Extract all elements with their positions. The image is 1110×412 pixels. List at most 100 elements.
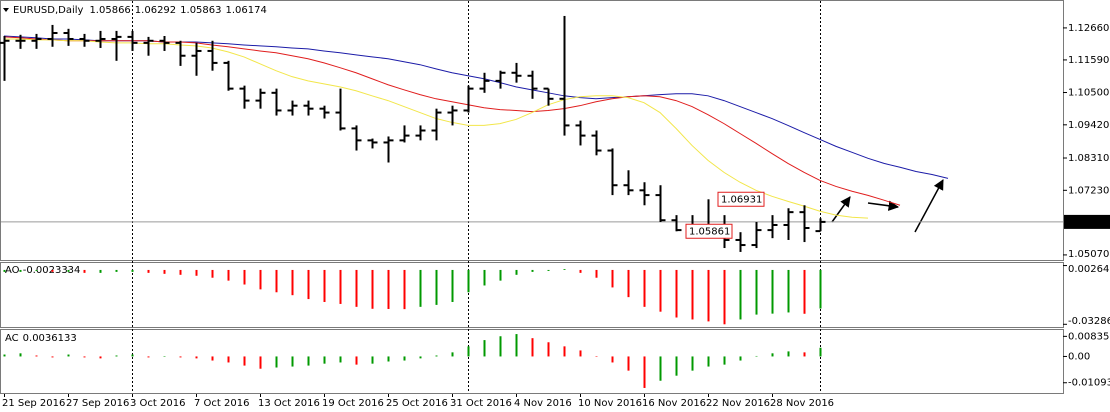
y-tick-label: 0.00 — [1068, 351, 1090, 362]
histogram-bar — [371, 356, 374, 364]
histogram-bar — [387, 269, 390, 309]
histogram-bar — [707, 356, 710, 367]
last-low: 1.05863 — [180, 5, 221, 16]
histogram-bar — [147, 356, 150, 358]
histogram-bar — [579, 350, 582, 357]
histogram-bar — [403, 356, 406, 361]
current-price-box — [1064, 214, 1110, 229]
histogram-bar — [227, 356, 230, 363]
drawn-arrows — [831, 179, 944, 233]
histogram-bar — [723, 356, 726, 365]
histogram-bar — [323, 269, 326, 302]
x-tick-label: 27 Sep 2016 — [66, 398, 129, 409]
ac-last-value: 0.0036133 — [23, 333, 77, 344]
histogram-bar — [67, 269, 70, 272]
histogram-bar — [115, 355, 118, 357]
ac-header: AC 0.0036133 — [5, 333, 77, 344]
x-tick-label: 4 Nov 2016 — [514, 398, 572, 409]
y-tick-label: -0.010935 — [1068, 378, 1110, 389]
histogram-bar — [739, 356, 742, 361]
histogram-bar — [307, 269, 310, 300]
histogram-bar — [307, 356, 310, 366]
histogram-bar — [627, 356, 630, 371]
histogram-bar — [739, 269, 742, 320]
histogram-bar — [675, 269, 678, 318]
histogram-bar — [403, 269, 406, 310]
histogram-bar — [211, 269, 214, 278]
histogram-bar — [99, 356, 102, 359]
histogram-bar — [83, 356, 86, 358]
price-label-box — [717, 191, 765, 207]
arrow — [867, 200, 900, 211]
histogram-bar — [707, 269, 710, 322]
histogram-bar — [771, 353, 774, 357]
histogram-bar — [515, 269, 518, 275]
x-tick-label: 7 Oct 2016 — [194, 398, 249, 409]
histogram-bar — [819, 347, 822, 357]
histogram-bar — [483, 340, 486, 357]
x-tick-label: 28 Nov 2016 — [770, 398, 834, 409]
histogram-bar — [787, 351, 790, 357]
histogram-bar — [19, 353, 22, 357]
histogram-bar — [451, 352, 454, 357]
histogram-bar — [483, 269, 486, 286]
x-tick-label: 25 Oct 2016 — [386, 398, 448, 409]
histogram-bar — [819, 269, 822, 309]
histogram-bar — [691, 356, 694, 371]
histogram-bar — [275, 269, 278, 293]
histogram-bar — [499, 336, 502, 357]
current-price-label: 1.06174 — [1068, 217, 1109, 228]
arrow — [914, 179, 944, 233]
histogram-bar — [419, 269, 422, 307]
histogram-bar — [51, 269, 54, 272]
histogram-bar — [179, 269, 182, 275]
y-tick-label: 1.09420 — [1068, 120, 1109, 131]
histogram-bar — [339, 269, 342, 304]
x-tick-label: 13 Oct 2016 — [258, 398, 320, 409]
x-tick-label: 3 Oct 2016 — [130, 398, 185, 409]
histogram-bar — [659, 269, 662, 312]
histogram-bar — [227, 269, 230, 281]
histogram-bar — [435, 269, 438, 305]
histogram-bar — [131, 269, 134, 272]
period-separators — [132, 1, 821, 393]
y-tick-label: 1.05070 — [1068, 249, 1109, 260]
arrow — [831, 196, 851, 223]
histogram-bar — [163, 269, 166, 274]
x-tick-label: 31 Oct 2016 — [450, 398, 512, 409]
histogram-bar — [195, 356, 198, 359]
histogram-bar — [83, 269, 86, 273]
histogram-bar — [563, 346, 566, 357]
histogram-bar — [499, 269, 502, 281]
histogram-bar — [291, 269, 294, 296]
histogram-bar — [611, 269, 614, 288]
histogram-bar — [435, 355, 438, 357]
x-tick-label: 22 Nov 2016 — [706, 398, 770, 409]
histogram-bar — [611, 356, 614, 363]
histogram-bar — [563, 269, 566, 270]
y-tick-label: 1.10500 — [1068, 88, 1109, 99]
y-tick-label: 0.002648 — [1068, 264, 1110, 275]
histogram-bar — [723, 269, 726, 325]
histogram-bar — [259, 356, 262, 369]
histogram-bar — [35, 355, 38, 357]
histogram-bar — [355, 356, 358, 365]
histogram-bar — [323, 356, 326, 364]
histogram-bar — [243, 356, 246, 366]
histogram-bar — [291, 356, 294, 367]
histogram-bar — [3, 354, 6, 357]
histogram-bar — [147, 269, 150, 273]
histogram-bar — [115, 269, 118, 272]
histogram-bar — [275, 356, 278, 368]
histogram-bar — [355, 269, 358, 307]
price-label: 1.06931 — [721, 194, 762, 205]
histogram-bar — [387, 356, 390, 362]
y-tick-label: 0.008356 — [1068, 331, 1110, 342]
menu-icon — [3, 8, 9, 12]
y-tick-label: 1.08310 — [1068, 153, 1109, 164]
histogram-bar — [787, 269, 790, 313]
x-tick-label: 21 Sep 2016 — [2, 398, 65, 409]
histogram-bar — [659, 356, 662, 381]
